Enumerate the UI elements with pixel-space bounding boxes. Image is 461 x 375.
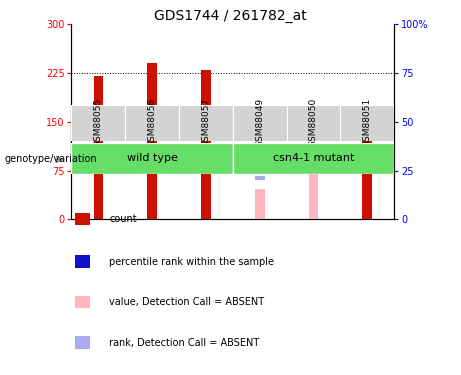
Bar xyxy=(255,189,265,219)
Bar xyxy=(71,142,233,174)
Bar xyxy=(340,105,394,141)
Text: csn4-1 mutant: csn4-1 mutant xyxy=(273,153,354,164)
Text: GSM88055: GSM88055 xyxy=(94,98,103,147)
Bar xyxy=(201,114,211,118)
Bar xyxy=(148,63,157,219)
Bar xyxy=(75,296,90,308)
Text: GDS1744 / 261782_at: GDS1744 / 261782_at xyxy=(154,9,307,23)
Bar xyxy=(94,76,103,219)
Bar xyxy=(94,116,103,120)
Bar xyxy=(125,105,179,141)
Bar xyxy=(309,169,318,172)
Bar xyxy=(75,255,90,268)
Text: GSM88050: GSM88050 xyxy=(309,98,318,147)
Text: GSM88051: GSM88051 xyxy=(363,98,372,147)
Bar xyxy=(201,70,211,219)
Bar xyxy=(179,105,233,141)
Text: rank, Detection Call = ABSENT: rank, Detection Call = ABSENT xyxy=(109,338,260,348)
Bar xyxy=(233,105,287,141)
Bar xyxy=(309,152,318,219)
Text: percentile rank within the sample: percentile rank within the sample xyxy=(109,256,274,267)
Bar xyxy=(362,124,372,128)
Bar xyxy=(148,114,157,118)
Bar xyxy=(75,213,90,225)
Text: count: count xyxy=(109,214,137,224)
Text: genotype/variation: genotype/variation xyxy=(5,154,97,164)
Bar xyxy=(255,177,265,180)
Text: value, Detection Call = ABSENT: value, Detection Call = ABSENT xyxy=(109,297,264,307)
Bar xyxy=(287,105,340,141)
Text: GSM88057: GSM88057 xyxy=(201,98,210,147)
Bar xyxy=(71,105,125,141)
Text: wild type: wild type xyxy=(127,153,177,164)
Text: GSM88056: GSM88056 xyxy=(148,98,157,147)
Bar xyxy=(362,113,372,219)
Bar xyxy=(75,336,90,349)
Bar xyxy=(233,142,394,174)
Text: GSM88049: GSM88049 xyxy=(255,98,264,147)
